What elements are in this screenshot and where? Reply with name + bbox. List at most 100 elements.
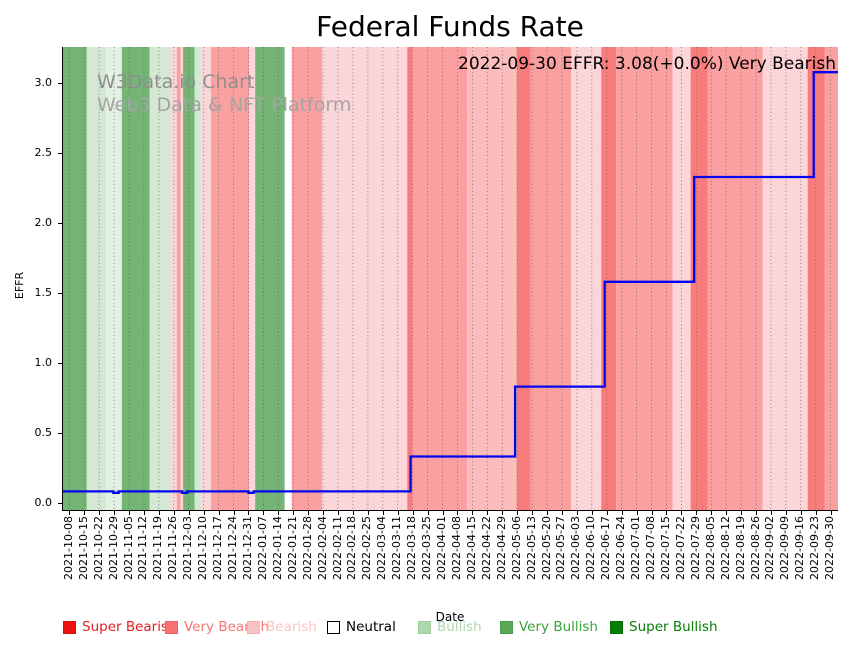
legend-swatch-icon <box>63 621 76 634</box>
sentiment-band <box>407 47 413 511</box>
x-tick-label: 2021-10-15 <box>76 516 90 580</box>
sentiment-band <box>201 47 211 511</box>
legend-label: Bearish <box>266 619 317 635</box>
x-tick-label: 2021-11-19 <box>151 516 165 580</box>
x-tick-mark <box>547 511 549 515</box>
x-tick-mark <box>293 511 295 515</box>
x-tick-mark <box>472 511 474 515</box>
x-tick-mark <box>203 511 205 515</box>
y-tick-mark <box>58 502 62 504</box>
sentiment-band <box>211 47 249 511</box>
sentiment-band <box>106 47 122 511</box>
sentiment-band <box>690 47 708 511</box>
x-tick-label: 2021-12-24 <box>226 516 240 580</box>
x-tick-label: 2021-12-31 <box>240 516 254 580</box>
x-tick-mark <box>621 511 623 515</box>
x-tick-label: 2022-05-06 <box>509 516 523 580</box>
x-tick-label: 2022-04-29 <box>494 516 508 580</box>
x-tick-label: 2022-07-08 <box>644 516 658 580</box>
x-tick-mark <box>696 511 698 515</box>
x-tick-label: 2022-01-28 <box>300 516 314 580</box>
y-tick-mark <box>58 292 62 294</box>
sentiment-band <box>121 47 150 511</box>
x-tick-mark <box>233 511 235 515</box>
x-tick-mark <box>129 511 131 515</box>
sentiment-legend: Super Bearish Very Bearish Bearish Neutral B… <box>0 618 853 638</box>
x-tick-label: 2022-01-21 <box>285 516 299 580</box>
x-tick-mark <box>770 511 772 515</box>
x-tick-label: 2022-07-01 <box>629 516 643 580</box>
x-axis-label: Date <box>435 610 465 624</box>
x-tick-label: 2021-11-12 <box>136 516 150 580</box>
x-tick-label: 2022-06-10 <box>584 516 598 580</box>
plot-area: W3Data.io Chart Web3 Data & NFT Platform… <box>62 47 838 511</box>
x-tick-mark <box>263 511 265 515</box>
sentiment-band <box>571 47 602 511</box>
x-tick-mark <box>576 511 578 515</box>
sentiment-band <box>616 47 673 511</box>
watermark-line2: Web3 Data & NFT Platform <box>97 94 352 116</box>
y-tick-label: 0.5 <box>34 425 53 439</box>
sentiment-band <box>530 47 572 511</box>
x-tick-label: 2022-09-02 <box>763 516 777 580</box>
x-tick-label: 2022-04-22 <box>479 516 493 580</box>
y-tick-mark <box>58 362 62 364</box>
legend-label: Super Bearish <box>82 619 177 635</box>
x-tick-mark <box>69 511 71 515</box>
watermark-line1: W3Data.io Chart <box>97 71 255 93</box>
legend-swatch-icon <box>247 621 260 634</box>
x-tick-label: 2022-03-18 <box>405 516 419 580</box>
x-tick-mark <box>218 511 220 515</box>
x-tick-label: 2022-04-15 <box>464 516 478 580</box>
sentiment-band <box>170 47 177 511</box>
x-tick-mark <box>517 511 519 515</box>
x-tick-mark <box>427 511 429 515</box>
sentiment-band <box>322 47 408 511</box>
legend-swatch-icon <box>610 621 623 634</box>
sentiment-band <box>467 47 517 511</box>
y-tick-label: 3.0 <box>34 76 53 90</box>
x-tick-mark <box>188 511 190 515</box>
x-tick-label: 2022-04-01 <box>435 516 449 580</box>
sentiment-band <box>516 47 531 511</box>
legend-label: Bullish <box>437 619 482 635</box>
sentiment-band <box>284 47 292 511</box>
x-tick-label: 2022-02-18 <box>345 516 359 580</box>
legend-label: Very Bullish <box>519 619 598 635</box>
x-tick-mark <box>308 511 310 515</box>
x-tick-mark <box>278 511 280 515</box>
x-tick-mark <box>367 511 369 515</box>
x-tick-mark <box>726 511 728 515</box>
x-tick-mark <box>248 511 250 515</box>
x-tick-mark <box>785 511 787 515</box>
legend-swatch-icon <box>500 621 513 634</box>
chart-title: Federal Funds Rate <box>316 10 584 43</box>
x-tick-mark <box>756 511 758 515</box>
x-tick-mark <box>815 511 817 515</box>
legend-swatch-icon <box>327 621 340 634</box>
x-tick-label: 2022-01-14 <box>270 516 284 580</box>
x-tick-label: 2022-07-29 <box>688 516 702 580</box>
effr-step-line <box>62 71 838 494</box>
sentiment-band <box>824 47 838 511</box>
x-tick-mark <box>382 511 384 515</box>
sentiment-band <box>601 47 616 511</box>
x-tick-label: 2021-12-10 <box>196 516 210 580</box>
x-tick-mark <box>338 511 340 515</box>
x-tick-label: 2022-03-11 <box>390 516 404 580</box>
x-tick-mark <box>457 511 459 515</box>
x-tick-label: 2022-08-19 <box>733 516 747 580</box>
x-tick-mark <box>173 511 175 515</box>
x-tick-mark <box>114 511 116 515</box>
y-tick-mark <box>58 83 62 85</box>
sentiment-band <box>149 47 171 511</box>
sentiment-band <box>249 47 256 511</box>
x-tick-mark <box>412 511 414 515</box>
legend-swatch-icon <box>418 621 431 634</box>
x-tick-mark <box>442 511 444 515</box>
sentiment-band <box>62 47 87 511</box>
sentiment-band <box>183 47 195 511</box>
x-tick-label: 2022-02-25 <box>360 516 374 580</box>
y-tick-mark <box>58 153 62 155</box>
